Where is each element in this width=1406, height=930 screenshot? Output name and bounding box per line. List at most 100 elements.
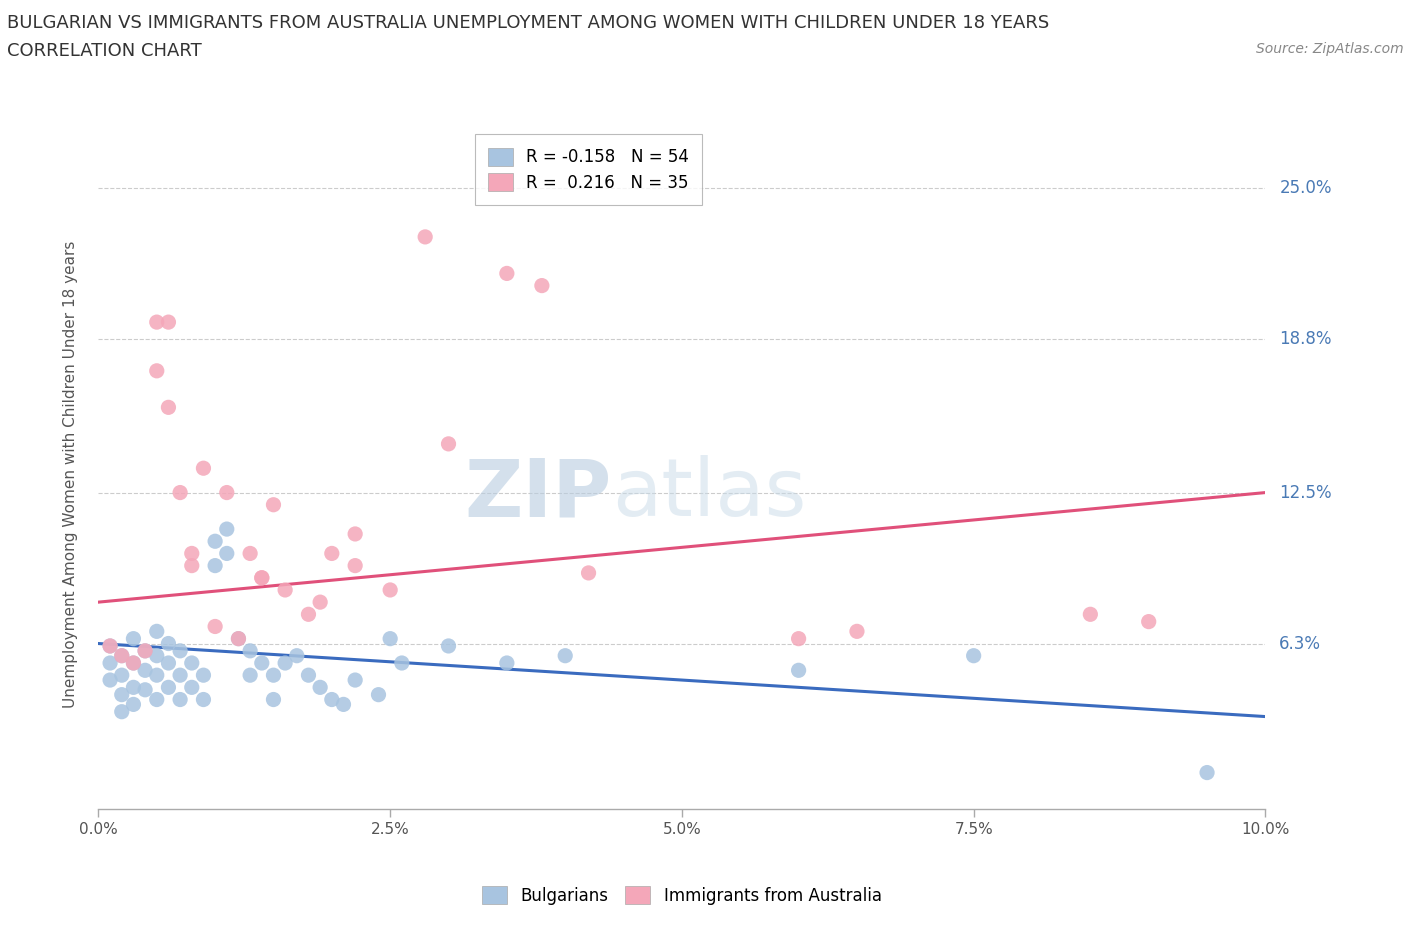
Text: BULGARIAN VS IMMIGRANTS FROM AUSTRALIA UNEMPLOYMENT AMONG WOMEN WITH CHILDREN UN: BULGARIAN VS IMMIGRANTS FROM AUSTRALIA U… [7,14,1049,32]
Point [495,656,517,671]
Point [111,687,134,702]
Point [215,522,238,537]
Point [98,639,121,654]
Point [204,619,226,634]
Point [193,668,215,683]
Point [297,668,319,683]
Point [962,648,984,663]
Point [413,230,436,245]
Point [169,692,191,707]
Point [122,656,145,671]
Point [122,631,145,646]
Point [111,648,134,663]
Point [378,631,402,646]
Point [228,631,250,646]
Point [180,656,202,671]
Point [239,546,262,561]
Point [180,546,202,561]
Point [98,656,121,671]
Point [1137,614,1160,629]
Point [215,485,238,500]
Point [134,663,156,678]
Point [530,278,553,293]
Point [146,624,169,639]
Point [285,648,308,663]
Point [228,631,250,646]
Point [262,692,284,707]
Point [297,607,319,622]
Point [321,692,343,707]
Point [169,668,191,683]
Point [787,663,810,678]
Point [146,648,169,663]
Point [274,582,297,597]
Point [204,534,226,549]
Point [193,460,215,475]
Point [1080,607,1102,622]
Point [437,639,460,654]
Point [274,656,297,671]
Point [309,680,332,695]
Point [122,656,145,671]
Point [495,266,517,281]
Point [344,558,367,573]
Point [250,570,273,585]
Point [239,644,262,658]
Point [169,485,191,500]
Point [134,683,156,698]
Point [250,656,273,671]
Point [111,668,134,683]
Point [321,546,343,561]
Y-axis label: Unemployment Among Women with Children Under 18 years: Unemployment Among Women with Children U… [63,241,77,708]
Point [98,639,121,654]
Point [391,656,413,671]
Legend: Bulgarians, Immigrants from Australia: Bulgarians, Immigrants from Australia [474,878,890,913]
Point [157,314,180,329]
Text: atlas: atlas [612,456,806,534]
Text: 6.3%: 6.3% [1279,634,1322,653]
Text: 25.0%: 25.0% [1279,179,1331,197]
Text: ZIP: ZIP [464,456,612,534]
Point [180,680,202,695]
Point [134,644,156,658]
Point [262,668,284,683]
Point [111,648,134,663]
Point [578,565,600,580]
Point [239,668,262,683]
Point [146,314,169,329]
Point [787,631,810,646]
Point [146,364,169,379]
Point [146,692,169,707]
Text: 18.8%: 18.8% [1279,330,1331,348]
Point [845,624,868,639]
Point [146,668,169,683]
Point [378,582,402,597]
Point [157,636,180,651]
Point [157,656,180,671]
Point [193,692,215,707]
Text: CORRELATION CHART: CORRELATION CHART [7,42,202,60]
Point [122,680,145,695]
Point [1195,765,1218,780]
Point [111,704,134,719]
Point [367,687,389,702]
Point [169,644,191,658]
Point [262,498,284,512]
Point [157,680,180,695]
Point [554,648,576,663]
Point [180,558,202,573]
Point [332,697,354,711]
Point [344,672,367,687]
Point [98,672,121,687]
Text: 12.5%: 12.5% [1279,484,1331,501]
Point [215,546,238,561]
Point [122,697,145,711]
Point [309,594,332,609]
Point [157,400,180,415]
Point [344,526,367,541]
Point [204,558,226,573]
Point [134,644,156,658]
Text: Source: ZipAtlas.com: Source: ZipAtlas.com [1256,42,1403,56]
Point [437,436,460,451]
Point [250,570,273,585]
